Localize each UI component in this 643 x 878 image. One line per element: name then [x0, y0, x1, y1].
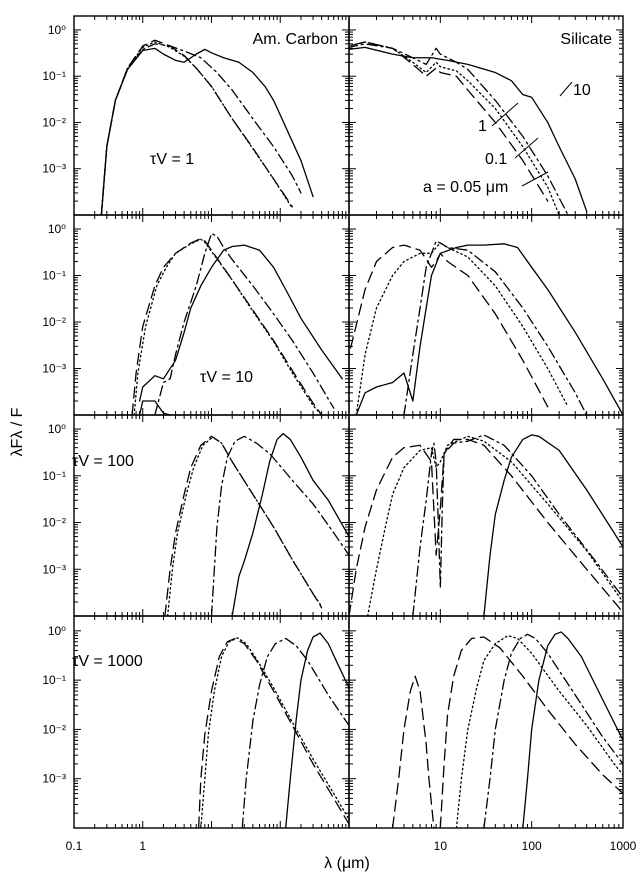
sed-curve-a-0.1: [200, 637, 349, 828]
panel-tau-label-1: τV = 1: [150, 151, 194, 168]
panel-curves-r1-c0: [131, 232, 343, 415]
sed-curve-a-1: [210, 435, 349, 616]
sed-curve-a-1: [412, 434, 623, 616]
x-tick-label: 10: [434, 839, 448, 853]
sed-curve-a-0.1: [355, 242, 569, 415]
panel-curves-r3-c0: [197, 632, 349, 828]
sed-curve-a-0.05: [349, 244, 549, 408]
panels-layer: 10⁻³10⁻²10⁻¹10⁰10⁻³10⁻²10⁻¹10⁰10⁻³10⁻²10…: [42, 15, 637, 853]
x-tick-label: 0.1: [66, 839, 83, 853]
x-tick-label: 1000: [610, 839, 637, 853]
sed-curve-a-10: [355, 243, 623, 415]
panel-tau-label-100: τV = 100: [72, 453, 134, 470]
sed-curve-a-0.05: [164, 435, 323, 616]
sed-curve-a-0.1: [455, 634, 623, 828]
sed-curve-a-1: [154, 232, 335, 415]
y-axis-label: λFλ / F: [9, 407, 26, 456]
panel-tau-label-1000: τV = 1000: [72, 653, 143, 670]
sed-curve-a-10: [138, 244, 343, 402]
sed-curve-a-10: [138, 400, 171, 415]
y-tick-label: 10⁻³: [42, 361, 66, 375]
sed-curve-a-0.05: [349, 41, 549, 202]
sed-curve-a-10: [231, 432, 349, 616]
panel-tau-label-10: τV = 10: [200, 369, 253, 386]
panel-corner-label-silicate: Silicate: [560, 31, 612, 48]
sed-curve-a-0.1: [166, 436, 323, 616]
y-tick-label: 10⁻³: [42, 162, 66, 176]
panel-curves-r2-c1: [349, 434, 623, 616]
panel-curves-r3-c1: [391, 631, 623, 828]
panel-curves-r2-c0: [164, 432, 349, 616]
sed-curve-a-10: [100, 47, 314, 215]
sed-curve-a-10: [522, 631, 623, 828]
grain-size-leader-1: [491, 102, 519, 127]
sed-curve-a-0.05: [391, 675, 435, 828]
y-tick-label: 10⁻¹: [42, 469, 66, 483]
panel-frame-r3-c0: [73, 615, 350, 829]
x-tick-label: 100: [522, 839, 542, 853]
sed-curve-a-0.1: [133, 238, 323, 415]
sed-curve-a-10: [285, 632, 349, 828]
panel-corner-label-am-carbon: Am. Carbon: [253, 31, 338, 48]
y-tick-label: 10⁻³: [42, 562, 66, 576]
y-tick-label: 10⁻²: [42, 315, 66, 329]
sed-curve-a-0.05: [131, 238, 323, 415]
grain-size-label-10: 10: [573, 82, 591, 99]
grain-size-leader-0.1: [514, 137, 539, 159]
y-tick-label: 10⁻²: [42, 115, 66, 129]
y-tick-label: 10⁻³: [42, 772, 66, 786]
sed-curve-a-10: [349, 46, 588, 212]
sed-curve-a-1: [483, 633, 623, 828]
y-tick-label: 10⁰: [48, 23, 66, 37]
sed-curve-a-0.05: [439, 636, 623, 828]
grain-size-label-0.05: a = 0.05 μm: [423, 179, 508, 196]
sed-curve-a-0.05: [197, 637, 349, 828]
sed-curve-a-1: [241, 637, 349, 828]
grain-size-label-1: 1: [478, 118, 487, 135]
y-tick-label: 10⁻¹: [42, 268, 66, 282]
grain-size-label-0.1: 0.1: [485, 151, 507, 168]
y-tick-label: 10⁻²: [42, 516, 66, 530]
grain-size-leader-0.05: [521, 171, 549, 187]
sed-curve-a-1: [100, 43, 302, 215]
y-tick-label: 10⁰: [48, 624, 66, 638]
sed-curve-a-0.1: [349, 41, 560, 215]
panel-curves-r0-c0: [100, 39, 314, 215]
y-tick-label: 10⁰: [48, 222, 66, 236]
grain-size-leader-10: [559, 81, 573, 97]
panel-curves-r1-c1: [349, 240, 623, 415]
sed-curve-a-1: [349, 43, 569, 215]
sed-curve-a-10: [483, 434, 623, 616]
panel-frame-r3-c1: [348, 615, 624, 829]
panel-curves-r0-c1: [349, 41, 588, 215]
sed-curve-a-1: [403, 240, 588, 415]
sed-curve-a-0.1: [100, 41, 294, 215]
x-tick-label: 1: [139, 839, 146, 853]
y-tick-label: 10⁰: [48, 422, 66, 436]
sed-curve-a-0.1: [366, 435, 623, 616]
panel-frame-r2-c1: [348, 414, 624, 617]
y-tick-label: 10⁻¹: [42, 69, 66, 83]
y-tick-label: 10⁻²: [42, 722, 66, 736]
x-axis-label: λ (μm): [324, 855, 370, 872]
y-tick-label: 10⁻¹: [42, 673, 66, 687]
